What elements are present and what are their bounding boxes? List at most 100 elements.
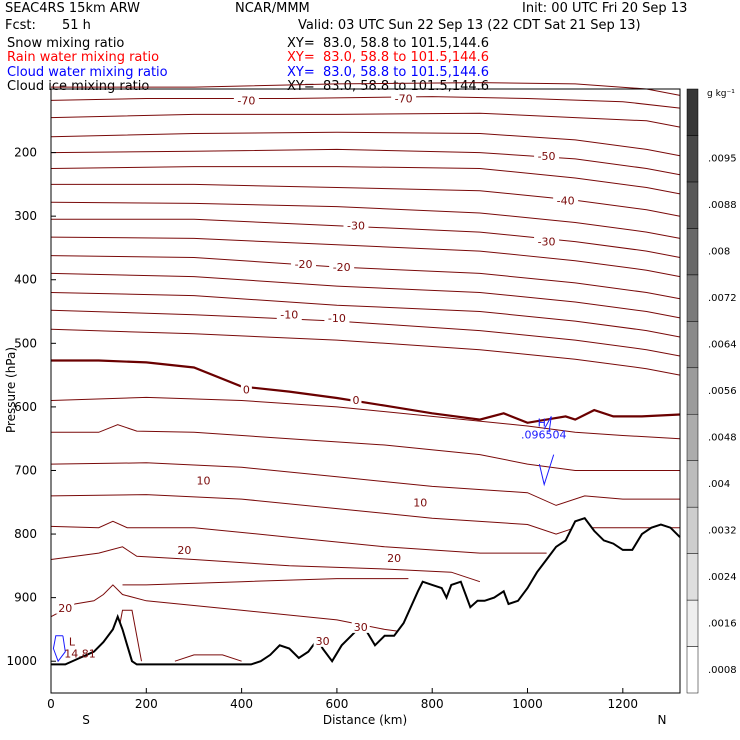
high-value: .096504: [521, 429, 567, 442]
isotherm-contour: [174, 654, 242, 662]
contour-label: -20: [295, 258, 313, 271]
contour-label-background: [343, 219, 369, 232]
field-cloudice-name: Cloud ice mixing ratio: [7, 79, 150, 94]
low-marker: L 14.81: [64, 635, 96, 660]
colorbar-tick-label: .0088: [708, 200, 737, 211]
field-rain-xy: XY= 83.0, 58.8 to 101.5,144.6: [287, 50, 490, 65]
field-cloudwater-xy: XY= 83.0, 58.8 to 101.5,144.6: [287, 65, 490, 80]
isotherm-contour: [50, 292, 681, 338]
contour-label-layer: -70 -70 -50 -40 -30 -30 -20 -20 -10 -10 0 0 10 10 20 20…: [56, 92, 579, 648]
isotherm-contour: [50, 166, 681, 195]
x-tick-label: 1000: [512, 697, 543, 711]
low-label: L: [69, 635, 76, 648]
isotherm-contour: [50, 255, 681, 300]
isotherm-contour: [50, 396, 681, 440]
field-snow-xy: XY= 83.0, 58.8 to 101.5,144.6: [287, 36, 490, 51]
contour-label-background: [233, 94, 259, 107]
field-snow-name: Snow mixing ratio: [7, 36, 125, 51]
colorbar-tick-label: .0048: [708, 432, 737, 443]
x-tick-label: 600: [325, 697, 348, 711]
colorbar-tick-label: .0056: [708, 386, 737, 397]
terrain-layer: [51, 517, 681, 693]
colorbar-tick-label: .0008: [708, 665, 737, 676]
y-tick-label: 200: [14, 146, 37, 160]
isotherm-contour: [50, 328, 681, 376]
colorbar-swatch: [686, 506, 699, 554]
contour-label-background: [391, 92, 417, 105]
terrain-surface-line: [51, 517, 681, 666]
plot-frame: [50, 88, 681, 694]
isotherm-contour: [50, 520, 547, 554]
forecast-hours: 51 h: [62, 18, 91, 33]
y-tick-label: 800: [14, 527, 37, 541]
field-rain-name: Rain water mixing ratio: [7, 50, 160, 65]
isotherm-contour: [50, 272, 681, 319]
x-tick-label: 400: [230, 697, 253, 711]
freezing-level-layer: [51, 359, 681, 424]
contour-label: -40: [557, 194, 575, 207]
isotherm-contour: [50, 546, 481, 583]
isotherm-contour: [50, 236, 681, 278]
isotherm-contour: [50, 131, 681, 157]
x-tick-label: 0: [47, 697, 55, 711]
contour-label-background: [411, 496, 430, 509]
contour-label-background: [553, 194, 579, 207]
x-tick-label: 200: [135, 697, 158, 711]
x-tick-label: 1200: [608, 697, 639, 711]
valid-time: Valid: 03 UTC Sun 22 Sep 13 (22 CDT Sat …: [298, 18, 641, 33]
contour-label-background: [175, 543, 194, 556]
cloud-water-contour: [543, 416, 552, 433]
contour-label-background: [313, 634, 332, 647]
y-tick-label: 900: [14, 591, 37, 605]
isotherm-contour: [50, 309, 681, 357]
isotherm-contour: [50, 201, 681, 239]
colorbar-tick-label: .0032: [708, 525, 737, 536]
contour-label: -10: [328, 312, 346, 325]
colorbar-tick-label: .0072: [708, 293, 737, 304]
contour-label: -30: [538, 236, 556, 249]
forecast-label: Fcst:: [5, 18, 36, 33]
colorbar-swatch: [686, 413, 699, 461]
colorbar-swatch: [686, 646, 699, 694]
colorbar-tick-label: .008: [708, 247, 730, 258]
contour-label-background: [291, 257, 317, 270]
isotherm-contour: [51, 424, 680, 471]
org-label: NCAR/MMM: [235, 1, 310, 16]
colorbar-tick-label: .0016: [708, 618, 737, 629]
contour-label: 0: [352, 394, 359, 407]
field-cloudwater-name: Cloud water mixing ratio: [7, 65, 168, 80]
colorbar-swatch: [686, 367, 699, 415]
terrain-fill: [51, 518, 680, 693]
contour-label: 20: [58, 602, 72, 615]
high-label: H: [538, 417, 546, 430]
y-tick-label: 300: [14, 209, 37, 223]
colorbar-tick-label: .0095: [708, 154, 737, 165]
x-axis-ticks: 0 200 400 600 800 1000 1200: [47, 688, 638, 711]
colorbar: .0008 .0016 .0024 .0032 .004 .0048 .0056 .0064.…: [686, 88, 737, 694]
x-axis-title: Distance (km): [323, 713, 407, 727]
contour-label-background: [534, 235, 560, 248]
isotherm-contour: [51, 218, 681, 258]
contour-label: 10: [196, 475, 210, 488]
cloud-water-layer: [52, 416, 555, 663]
y-tick-label: 400: [14, 273, 37, 287]
contour-label: 30: [354, 621, 368, 634]
colorbar-swatch: [686, 274, 699, 322]
contour-label: -30: [347, 220, 365, 233]
y-tick-label: 1000: [6, 654, 37, 668]
colorbar-unit: g kg⁻¹: [707, 89, 735, 99]
contour-label-background: [194, 474, 213, 487]
cloud-water-contour: [538, 454, 555, 487]
isotherm-contour: [50, 112, 681, 128]
low-value: 14.81: [64, 647, 96, 660]
x-tick-label: 800: [421, 697, 444, 711]
colorbar-swatch: [686, 321, 699, 369]
contour-label-background: [276, 308, 302, 321]
north-end-label: N: [658, 713, 667, 727]
isotherm-contour: [50, 494, 680, 535]
contour-label-background: [534, 149, 560, 162]
contour-label: 0: [243, 384, 250, 397]
contour-label: 30: [316, 635, 330, 648]
isotherm-contour: [51, 183, 681, 217]
